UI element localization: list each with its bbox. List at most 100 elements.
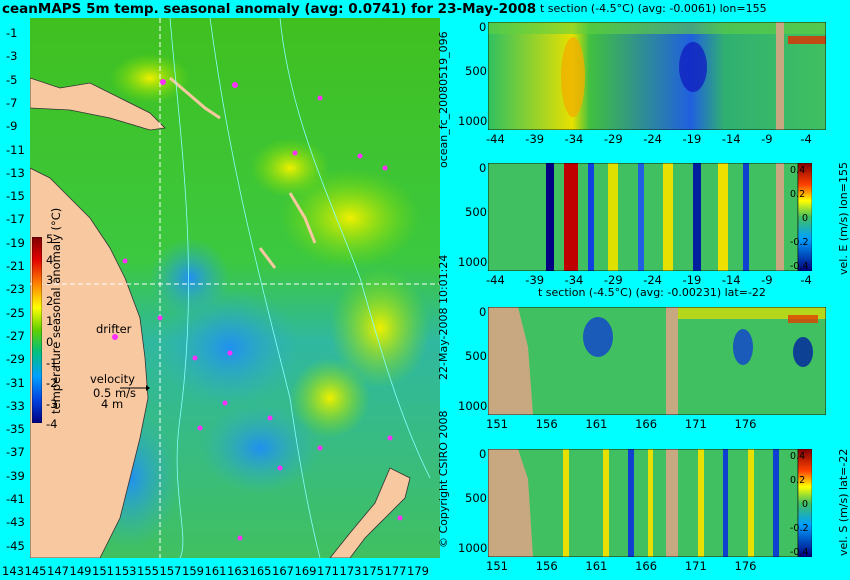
map-lon-tick: 145 <box>24 564 47 578</box>
panel4-y-tick: 500 <box>465 491 487 505</box>
panel1-x-tick: -9 <box>761 132 773 146</box>
panel4-cb-tick: 0 <box>802 499 809 510</box>
map-lat-tick: -1 <box>6 26 18 40</box>
map-lat-tick: -35 <box>6 422 25 437</box>
map-lon-tick: 177 <box>384 564 407 578</box>
map-lon-tick: 157 <box>159 564 182 578</box>
map-lon-tick: 149 <box>69 564 92 578</box>
panel3-y-tick: 500 <box>465 349 487 363</box>
panel2-x-tick: -44 <box>486 273 505 287</box>
panel1-x-tick: -19 <box>682 132 702 146</box>
map-lon-tick: 179 <box>407 564 429 578</box>
panel4-cb-tick: -0.4 <box>790 547 809 558</box>
map-lat-tick: -23 <box>6 282 25 297</box>
map-lon-tick: 161 <box>204 564 227 578</box>
panel2-cb-tick: 0.4 <box>790 165 806 176</box>
velocity-label: velocity <box>90 372 135 386</box>
map-colorbar-tick: 3 <box>46 273 54 288</box>
panel1-y-tick: 1000 <box>458 114 488 128</box>
velocity-value-2: 4 m <box>101 397 124 411</box>
map-lat-tick: -25 <box>6 305 25 320</box>
map-lat-tick: -31 <box>6 375 25 390</box>
map-lat-tick: -37 <box>6 445 25 460</box>
panel1-x-tick: -29 <box>603 132 623 146</box>
map-lat-tick: -15 <box>6 189 25 204</box>
map-lon-tick: 167 <box>272 564 294 578</box>
map-lon-tick: 159 <box>182 564 204 578</box>
panel3-y-tick: 1000 <box>458 399 488 413</box>
map-lat-tick: -43 <box>6 515 25 530</box>
panel3-plot <box>488 307 826 415</box>
panel2-cb-tick: 0.2 <box>790 189 806 200</box>
panel1-x-tick: -39 <box>525 132 545 146</box>
panel2-cb-tick: -0.2 <box>790 237 809 248</box>
panel4-plot <box>488 449 798 557</box>
map-lon-tick: 173 <box>339 564 362 578</box>
panel2-x-tick: -4 <box>800 273 812 287</box>
map-lat-tick: -33 <box>6 398 25 413</box>
panel2-colorbar <box>798 163 812 271</box>
map-title: ceanMAPS 5m temp. seasonal anomaly (avg:… <box>2 1 537 17</box>
panel4-cb-tick: -0.2 <box>790 523 809 534</box>
map-lat-tick: -9 <box>6 119 18 134</box>
map-colorbar-tick: 0 <box>46 335 54 349</box>
panel4-x-tick: 171 <box>684 559 707 573</box>
panel1-title: t section (-4.5°C) (avg: -0.0061) lon=15… <box>540 2 767 15</box>
map-lat-tick: -5 <box>6 72 18 87</box>
panel1-x-tick: -4 <box>800 132 812 146</box>
drifter-label: drifter <box>96 322 132 336</box>
cb2-label: vel. S (m/s) lat=-22 <box>837 448 850 556</box>
map-lat-tick: -41 <box>6 492 25 506</box>
map-lon-tick: 151 <box>92 564 114 578</box>
panel2-x-tick: -29 <box>603 273 623 287</box>
map-lat-tick: -7 <box>6 95 18 110</box>
panel3-x-tick: 156 <box>535 417 558 431</box>
cb1-label: vel. E (m/s) lon=155 <box>837 162 850 275</box>
panel4-y-tick: 1000 <box>458 541 488 555</box>
forecast-id-label: ocean_fc_20080519_096 <box>437 31 450 168</box>
map-lon-tick: 163 <box>227 564 249 578</box>
map-lon-tick: 169 <box>294 564 317 578</box>
panel2-y-tick: 1000 <box>458 255 488 269</box>
panel4-cb-tick: 0.4 <box>790 451 806 462</box>
panel3-y-tick: 0 <box>479 305 487 319</box>
panel1-x-tick: -34 <box>564 132 584 146</box>
map-lat-tick: -21 <box>6 259 25 273</box>
panel2-x-tick: -24 <box>643 273 662 287</box>
panel2-y-tick: 500 <box>465 205 487 219</box>
panel4-y-tick: 0 <box>479 447 487 461</box>
velocity-value: 0.5 m/s <box>93 386 137 400</box>
map-lat-tick: -45 <box>6 538 25 553</box>
panel3-title: t section (-4.5°C) (avg: -0.00231) lat=-… <box>538 286 766 299</box>
map-lon-tick: 155 <box>137 564 159 578</box>
panel2-y-tick: 0 <box>479 161 487 175</box>
panel2-x-tick: -39 <box>525 273 545 287</box>
map-lat-tick: -17 <box>6 212 25 227</box>
panel3-x-tick: 151 <box>486 417 508 431</box>
map-lat-tick: -29 <box>6 352 25 367</box>
panel2-x-tick: -19 <box>682 273 702 287</box>
map-colorbar-tick: 5 <box>46 232 54 246</box>
map-colorbar-tick: -1 <box>46 355 58 370</box>
map-lon-tick: 165 <box>249 564 272 578</box>
panel2-x-tick: -9 <box>761 273 773 287</box>
panel4-cb-tick: 0.2 <box>790 475 806 486</box>
panel2-x-tick: -34 <box>564 273 584 287</box>
panel2-cb-tick: -0.4 <box>790 261 809 272</box>
panel4-x-tick: 161 <box>585 559 608 573</box>
panel3-x-tick: 176 <box>734 417 757 431</box>
panel1-plot <box>488 22 826 130</box>
copyright-label: © Copyright CSIRO 2008 <box>437 410 450 548</box>
panel1-y-tick: 0 <box>479 20 487 34</box>
map-lon-tick: 153 <box>114 564 137 578</box>
map-lat-tick: -19 <box>6 235 25 250</box>
map-lat-tick: -13 <box>6 165 25 180</box>
velocity-arrow-icon <box>120 385 150 391</box>
temperature-anomaly-map <box>30 18 440 558</box>
map-lon-tick: 143 <box>2 564 24 578</box>
map-colorbar-tick: -3 <box>46 396 58 411</box>
panel1-x-tick: -44 <box>486 132 505 146</box>
map-lon-tick: 171 <box>317 564 339 578</box>
panel1-x-tick: -24 <box>643 132 662 146</box>
panel4-x-tick: 166 <box>635 559 658 573</box>
